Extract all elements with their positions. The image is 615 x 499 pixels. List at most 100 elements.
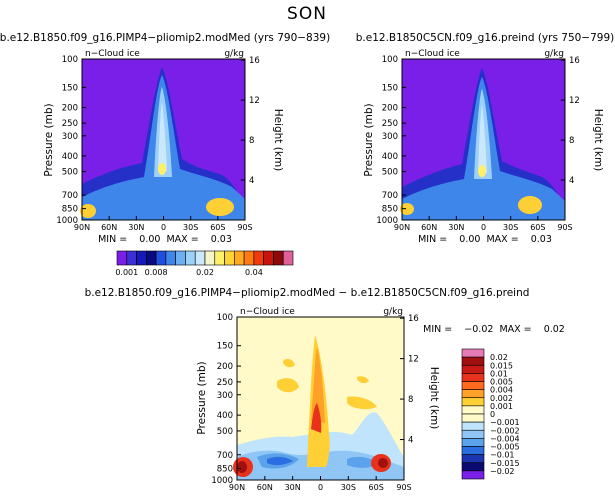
x-tick-label: 30N	[448, 223, 464, 232]
colorbar-swatch	[282, 250, 294, 266]
x-tick-label: 90N	[74, 223, 90, 232]
colorbar-label: −0.001	[490, 418, 520, 427]
y-right-tick-label: 8	[408, 395, 413, 405]
y-tick-label: 300	[382, 132, 398, 142]
contour-neg-4	[267, 456, 293, 466]
y-right-tick-label: 4	[569, 176, 574, 186]
contour-level-4	[478, 105, 487, 173]
x-tick-label: 30N	[128, 223, 144, 232]
colorbar-label: −0.004	[490, 434, 520, 443]
y-tick-label: 150	[217, 342, 233, 352]
x-tick-label: 0	[481, 223, 486, 232]
colorbar-swatch	[461, 381, 485, 390]
y-tick-label: 200	[217, 362, 233, 372]
colorbar-label: −0.02	[490, 467, 515, 476]
y-tick-label: 700	[382, 191, 398, 201]
y-right-tick-label: 4	[408, 436, 413, 446]
panel-preind: b.e12.B1850C5CN.f09_g16.preind (yrs 750−…	[356, 32, 615, 245]
y-axis-label: Pressure (mb)	[363, 103, 375, 176]
colorbar-swatch	[461, 454, 485, 464]
colorbar-label: 0.015	[490, 361, 513, 370]
y-tick-label: 850	[382, 205, 398, 215]
y-axis-label: Pressure (mb)	[43, 103, 55, 176]
x-tick-label: 30S	[503, 223, 518, 232]
y-tick-label: 500	[62, 168, 78, 178]
panel-title: b.e12.B1850C5CN.f09_g16.preind (yrs 750−…	[356, 32, 615, 44]
y-tick-label: 500	[217, 427, 233, 437]
colorbar-swatch	[214, 250, 225, 266]
x-tick-label: 60S	[210, 223, 225, 232]
contour-max-north	[80, 204, 96, 218]
colorbar-label: 0.02	[196, 268, 214, 277]
x-tick-label: 30S	[183, 223, 198, 232]
y-right-ticks: 16 12 8 4	[400, 314, 419, 446]
colorbar-swatch	[116, 250, 128, 266]
colorbar-label: 0.001	[490, 402, 513, 411]
x-tick-label: 90S	[396, 483, 411, 492]
contour-max-south	[206, 198, 234, 216]
colorbar-swatch	[185, 250, 196, 266]
panel-pimp4: b.e12.B1850.f09_g16.PIMP4−pliomip2.modMe…	[0, 32, 330, 245]
colorbar-swatch	[461, 421, 485, 431]
y-axis-label: Pressure (mb)	[196, 361, 208, 434]
colorbar-swatch	[461, 356, 485, 366]
y-right-axis-label: Height (km)	[272, 109, 284, 172]
variable-label: n−Cloud ice	[240, 307, 295, 317]
y-right-tick-label: 16	[408, 314, 419, 324]
contour-max-south	[518, 196, 542, 214]
y-tick-label: 1000	[376, 216, 398, 226]
contour-neg-3	[257, 453, 379, 469]
colorbar-swatch	[224, 250, 235, 266]
y-right-axis-label: Height (km)	[592, 109, 604, 172]
colorbar-label: 0.002	[490, 394, 513, 403]
y-tick-label: 500	[382, 168, 398, 178]
colorbar-swatch	[461, 373, 485, 382]
y-tick-label: 250	[217, 378, 233, 388]
y-tick-label: 1000	[56, 216, 78, 226]
colorbar-swatch	[461, 462, 485, 472]
contour-max-equator	[478, 165, 486, 177]
colorbar-swatch	[273, 250, 284, 266]
variable-label: n−Cloud ice	[405, 49, 460, 59]
colorbar-swatch	[461, 364, 485, 374]
colorbar-swatch	[253, 250, 264, 266]
colorbar-swatch	[461, 348, 485, 358]
colorbar-label: 0.02	[490, 353, 508, 362]
y-right-tick-label: 16	[569, 56, 580, 66]
x-ticks: 90N 60N 30N 0 30S 60S 90S	[229, 476, 412, 492]
colorbar-swatch	[461, 405, 485, 415]
colorbar-label: −0.005	[490, 443, 520, 452]
x-ticks: 90N 60N 30N 0 30S 60S 90S	[394, 216, 573, 232]
colorbar-swatch	[461, 413, 485, 423]
y-tick-label: 300	[217, 391, 233, 401]
colorbar-top: 0.001 0.008 0.02 0.04	[115, 250, 294, 277]
y-tick-label: 250	[62, 119, 78, 129]
colorbar-label: −0.015	[490, 459, 520, 468]
contour-pos-3	[311, 403, 322, 433]
y-tick-label: 700	[62, 191, 78, 201]
colorbar-swatch	[263, 250, 274, 266]
stats-text: MIN = 0.00 MAX = 0.03	[418, 234, 552, 245]
contour-pos-north-core	[237, 461, 247, 473]
stats-text: MIN = 0.00 MAX = 0.03	[98, 234, 232, 245]
contour-pos-south-core	[378, 458, 388, 468]
y-tick-label: 850	[217, 464, 233, 474]
colorbar-label: −0.002	[490, 426, 520, 435]
y-right-tick-label: 8	[249, 136, 254, 146]
x-tick-label: 30S	[341, 483, 356, 492]
y-tick-label: 300	[62, 132, 78, 142]
x-tick-label: 60S	[530, 223, 545, 232]
main-title: SON	[287, 4, 327, 24]
x-tick-label: 90N	[229, 483, 245, 492]
stats-text: MIN = −0.02 MAX = 0.02	[423, 324, 565, 335]
contour-level-4	[158, 103, 167, 171]
contour-max-north	[400, 203, 414, 215]
y-right-tick-label: 4	[249, 176, 254, 186]
y-tick-label: 100	[62, 55, 78, 65]
y-tick-label: 150	[382, 83, 398, 93]
colorbar-label: 0.01	[490, 369, 508, 378]
x-tick-label: 60S	[369, 483, 384, 492]
contours	[80, 67, 245, 220]
